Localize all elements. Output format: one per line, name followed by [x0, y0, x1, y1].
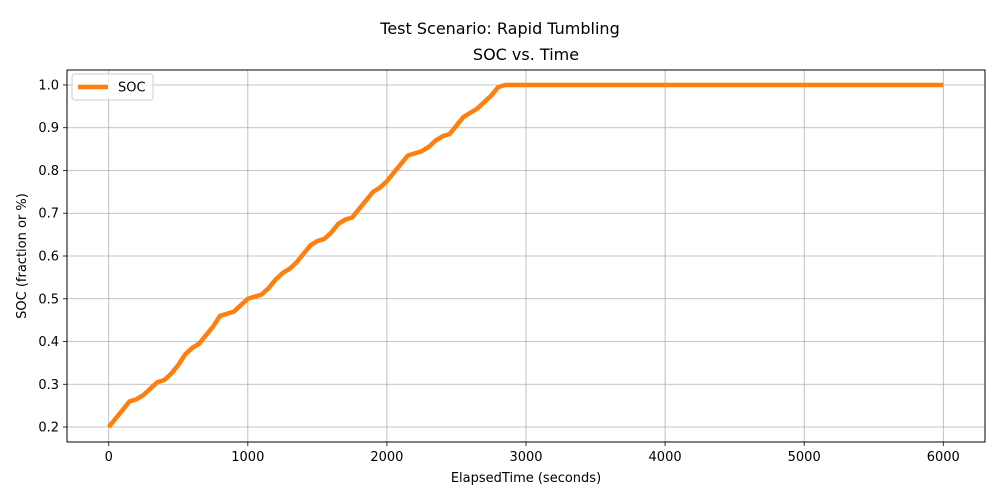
y-tick-label: 0.6	[38, 250, 59, 265]
y-ticks: 0.2 0.3 0.4 0.5 0.6 0.7 0.8 0.9 1.0	[38, 78, 67, 436]
chart-title: SOC vs. Time	[473, 45, 579, 64]
y-tick-label: 1.0	[38, 78, 59, 93]
data-layer	[106, 82, 944, 429]
legend: SOC	[71, 73, 154, 101]
y-axis-label: SOC (fraction or %)	[15, 193, 30, 319]
figure-suptitle: Test Scenario: Rapid Tumbling	[379, 19, 619, 38]
legend-label-soc: SOC	[118, 81, 146, 96]
x-tick-label: 5000	[788, 450, 821, 465]
y-tick-label: 0.3	[38, 378, 59, 393]
y-tick-label: 0.7	[38, 207, 59, 222]
x-tick-label: 0	[105, 450, 113, 465]
legend-box	[71, 73, 154, 101]
y-tick-label: 0.9	[38, 121, 59, 136]
series-line-soc	[106, 82, 944, 429]
x-axis-label: ElapsedTime (seconds)	[451, 471, 601, 486]
y-tick-label: 0.2	[38, 421, 59, 436]
x-tick-label: 2000	[370, 450, 403, 465]
grid-layer	[67, 70, 985, 442]
y-tick-label: 0.8	[38, 164, 59, 179]
x-tick-label: 4000	[649, 450, 682, 465]
x-ticks: 0 1000 2000 3000 4000 5000 6000	[105, 442, 960, 465]
y-tick-label: 0.5	[38, 292, 59, 307]
y-tick-label: 0.4	[38, 335, 59, 350]
x-tick-label: 6000	[927, 450, 960, 465]
x-tick-label: 3000	[509, 450, 542, 465]
x-tick-label: 1000	[231, 450, 264, 465]
